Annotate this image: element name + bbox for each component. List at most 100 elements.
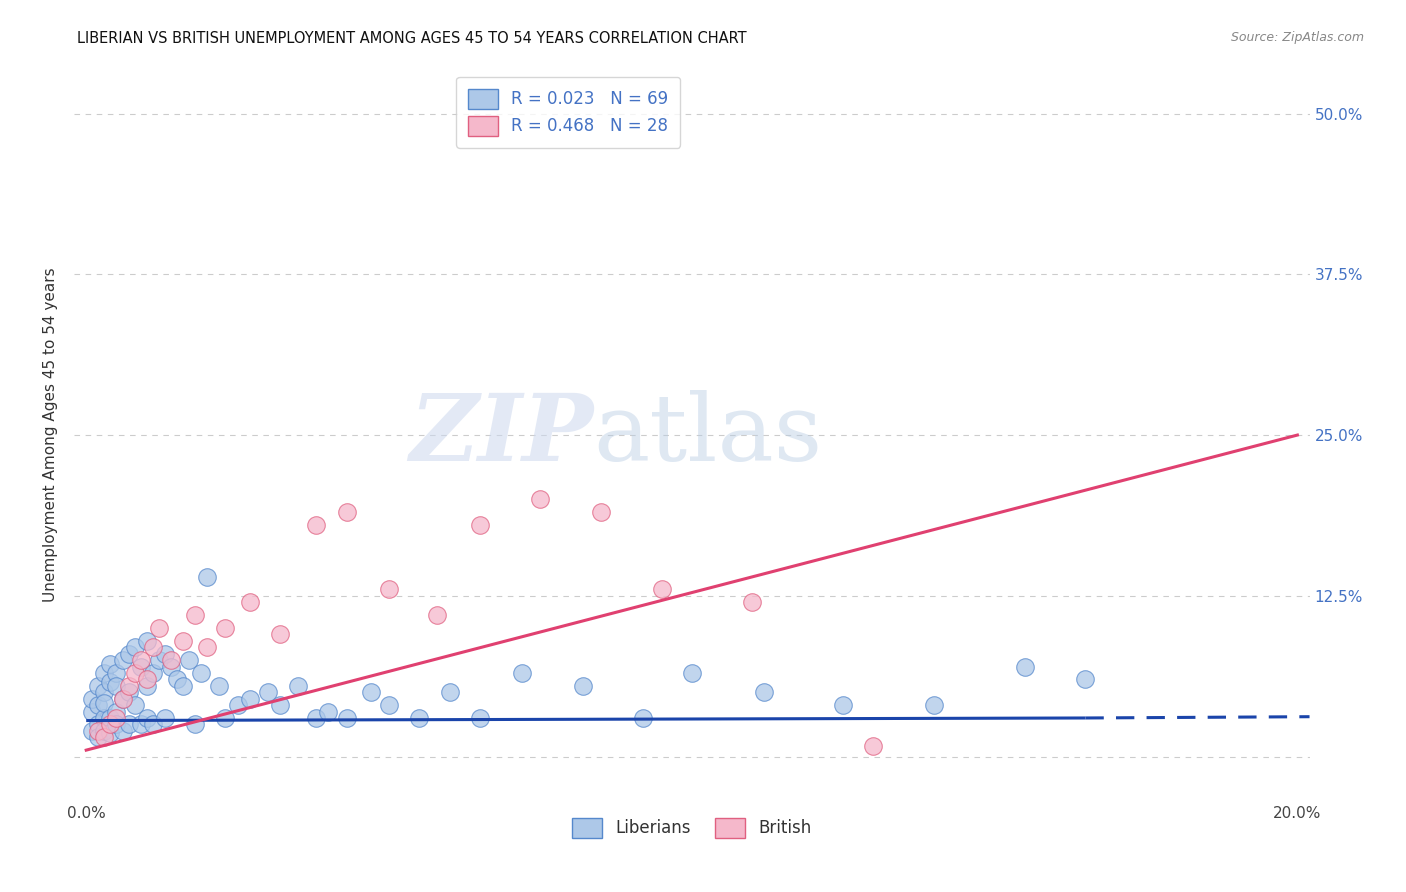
Point [111, 691, 134, 706]
Text: ZIP: ZIP [409, 390, 593, 480]
Point [93, 685, 115, 699]
Point [160, 653, 183, 667]
Point [105, 679, 128, 693]
Point [1014, 659, 1036, 673]
Point [287, 679, 309, 693]
Point [257, 685, 280, 699]
Point [129, 659, 152, 673]
Point [754, 685, 776, 699]
Text: LIBERIAN VS BRITISH UNEMPLOYMENT AMONG AGES 45 TO 54 YEARS CORRELATION CHART: LIBERIAN VS BRITISH UNEMPLOYMENT AMONG A… [77, 31, 747, 46]
Point [184, 608, 207, 623]
Point [336, 505, 359, 519]
Point [318, 705, 340, 719]
Point [129, 717, 152, 731]
Point [589, 505, 612, 519]
Point [124, 698, 146, 712]
Point [190, 665, 212, 680]
Point [166, 673, 188, 687]
Point [105, 665, 128, 680]
Point [305, 711, 328, 725]
Point [468, 518, 491, 533]
Point [100, 717, 122, 731]
Point [93, 696, 115, 710]
Point [87, 698, 110, 712]
Point [87, 679, 110, 693]
Y-axis label: Unemployment Among Ages 45 to 54 years: Unemployment Among Ages 45 to 54 years [44, 268, 58, 602]
Point [111, 723, 134, 738]
Point [1074, 673, 1097, 687]
Point [87, 723, 110, 738]
Point [82, 723, 104, 738]
Point [439, 685, 461, 699]
Point [142, 717, 165, 731]
Point [100, 675, 122, 690]
Point [105, 711, 128, 725]
Point [148, 621, 170, 635]
Point [124, 640, 146, 655]
Point [142, 640, 165, 655]
Point [408, 711, 430, 725]
Point [510, 665, 533, 680]
Point [269, 627, 291, 641]
Point [651, 582, 673, 597]
Point [117, 679, 139, 693]
Point [100, 726, 122, 740]
Point [378, 698, 401, 712]
Text: atlas: atlas [593, 390, 823, 480]
Point [117, 647, 139, 661]
Point [124, 665, 146, 680]
Point [214, 621, 236, 635]
Point [179, 653, 201, 667]
Point [529, 492, 551, 507]
Point [82, 691, 104, 706]
Point [195, 640, 218, 655]
Point [142, 665, 165, 680]
Point [226, 698, 249, 712]
Point [148, 653, 170, 667]
Point [135, 673, 157, 687]
Point [378, 582, 401, 597]
Point [105, 717, 128, 731]
Point [117, 717, 139, 731]
Point [922, 698, 945, 712]
Point [336, 711, 359, 725]
Point [117, 685, 139, 699]
Point [153, 711, 176, 725]
Point [93, 665, 115, 680]
Point [832, 698, 855, 712]
Point [184, 717, 207, 731]
Point [153, 647, 176, 661]
Point [426, 608, 449, 623]
Point [100, 657, 122, 671]
Point [111, 691, 134, 706]
Point [172, 633, 194, 648]
Point [305, 518, 328, 533]
Point [111, 653, 134, 667]
Point [468, 711, 491, 725]
Point [172, 679, 194, 693]
Point [87, 731, 110, 745]
Point [239, 595, 262, 609]
Text: Source: ZipAtlas.com: Source: ZipAtlas.com [1230, 31, 1364, 45]
Point [195, 569, 218, 583]
Point [82, 705, 104, 719]
Point [741, 595, 763, 609]
Point [681, 665, 703, 680]
Point [135, 711, 157, 725]
Point [208, 679, 231, 693]
Point [100, 711, 122, 725]
Point [93, 711, 115, 725]
Point [160, 659, 183, 673]
Point [129, 653, 152, 667]
Point [105, 705, 128, 719]
Point [572, 679, 595, 693]
Point [135, 633, 157, 648]
Point [93, 723, 115, 738]
Point [633, 711, 655, 725]
Legend: Liberians, British: Liberians, British [565, 811, 818, 845]
Point [87, 717, 110, 731]
Point [214, 711, 236, 725]
Point [239, 691, 262, 706]
Point [862, 739, 884, 754]
Point [93, 731, 115, 745]
